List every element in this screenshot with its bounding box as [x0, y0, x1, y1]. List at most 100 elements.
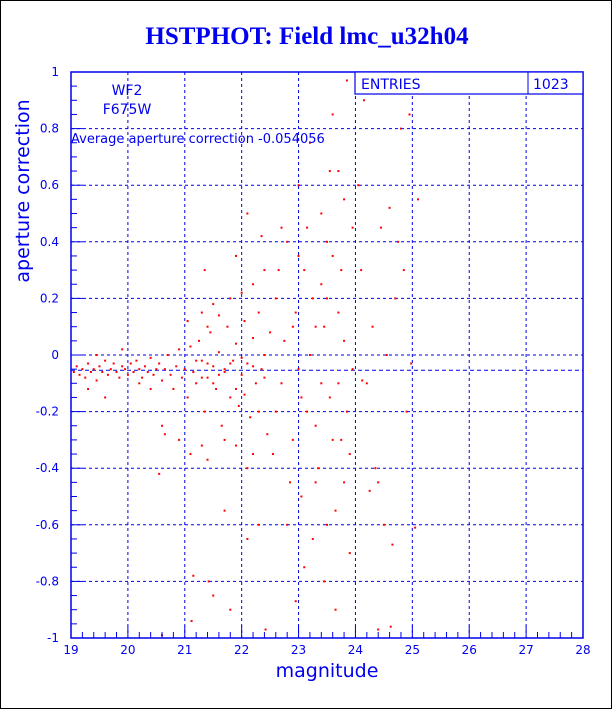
y-tick-label: 0.4	[40, 235, 59, 249]
data-point	[388, 206, 391, 209]
data-point	[340, 269, 343, 272]
data-point	[234, 342, 237, 345]
data-point	[104, 359, 107, 362]
data-point	[223, 368, 226, 371]
data-point	[361, 379, 364, 382]
x-tick-label: 20	[120, 643, 135, 657]
data-point	[166, 354, 169, 356]
data-point	[81, 368, 84, 371]
data-point	[374, 467, 377, 470]
data-point	[385, 354, 388, 356]
data-point	[217, 351, 220, 354]
data-point	[351, 368, 354, 371]
data-point	[254, 382, 257, 385]
data-point	[257, 410, 260, 413]
data-point	[207, 580, 210, 583]
data-point	[331, 113, 334, 116]
data-point	[226, 325, 229, 328]
data-point	[291, 325, 294, 328]
x-tick-label: 25	[405, 643, 420, 657]
data-point	[240, 373, 243, 376]
data-point	[331, 438, 334, 441]
data-point	[220, 424, 223, 427]
data-point	[200, 359, 203, 362]
data-point	[92, 368, 95, 371]
data-point	[297, 184, 300, 187]
data-point	[277, 269, 280, 272]
data-point	[252, 337, 255, 340]
data-point	[126, 373, 129, 376]
data-point	[274, 297, 277, 300]
data-point	[198, 339, 200, 342]
data-point	[334, 608, 337, 611]
data-point	[294, 600, 297, 603]
data-point	[263, 354, 266, 356]
data-point	[229, 608, 232, 611]
data-point	[178, 348, 181, 351]
data-point	[223, 370, 226, 373]
data-point	[263, 376, 266, 379]
data-point	[410, 362, 413, 365]
plot-frame	[70, 71, 584, 639]
y-tick-label: -0.2	[36, 405, 59, 419]
y-tick-label: -0.8	[36, 574, 59, 588]
data-point	[351, 226, 354, 229]
data-point	[112, 362, 115, 365]
data-point	[303, 566, 306, 569]
data-point	[345, 79, 348, 82]
data-point	[274, 410, 277, 413]
data-point	[104, 396, 107, 399]
data-point	[209, 331, 212, 334]
data-point	[172, 387, 175, 390]
data-point	[212, 303, 215, 306]
data-point	[391, 543, 394, 546]
data-point	[343, 339, 346, 342]
data-point	[289, 481, 292, 484]
data-point	[138, 382, 141, 385]
data-point	[340, 438, 343, 441]
data-point	[206, 458, 209, 461]
data-point	[389, 625, 392, 628]
data-point	[286, 523, 289, 526]
data-point	[368, 489, 371, 492]
data-point	[217, 314, 220, 317]
data-point	[249, 416, 252, 419]
data-point	[252, 453, 255, 456]
data-point	[101, 370, 104, 373]
y-tick-label: 0.6	[40, 178, 59, 192]
chart-title: HSTPHOT: Field lmc_u32h04	[145, 23, 469, 50]
data-point	[135, 359, 138, 362]
data-point	[203, 269, 206, 272]
data-point	[306, 226, 309, 229]
data-point	[263, 269, 266, 272]
data-point	[163, 368, 166, 371]
data-point	[121, 365, 124, 368]
data-point	[161, 424, 164, 427]
data-point	[200, 311, 203, 314]
stats-entries-value: 1023	[533, 77, 569, 93]
data-point	[223, 438, 226, 441]
data-point	[405, 410, 408, 413]
data-point	[417, 198, 420, 201]
x-tick-label: 27	[518, 643, 533, 657]
data-point	[328, 396, 331, 399]
data-point	[143, 365, 146, 368]
data-point	[408, 113, 411, 116]
x-axis-label: magnitude	[276, 660, 379, 682]
data-point	[357, 184, 360, 187]
data-point	[78, 373, 81, 376]
data-point	[257, 523, 260, 526]
data-point	[365, 382, 368, 385]
data-point	[286, 240, 289, 243]
data-point	[266, 433, 269, 436]
data-point	[252, 283, 255, 286]
data-point	[334, 509, 337, 512]
data-point	[75, 365, 78, 368]
data-point	[190, 620, 193, 623]
data-point	[212, 382, 215, 385]
data-point	[297, 254, 300, 257]
data-point	[297, 368, 300, 371]
data-point	[360, 269, 363, 272]
data-point	[362, 99, 365, 102]
